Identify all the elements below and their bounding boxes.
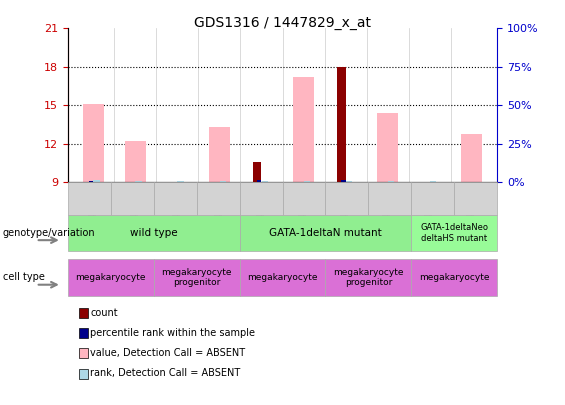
Bar — [220, 181, 226, 182]
Text: GATA-1deltaNeo
deltaHS mutant: GATA-1deltaNeo deltaHS mutant — [420, 223, 488, 243]
Text: value, Detection Call = ABSENT: value, Detection Call = ABSENT — [90, 348, 246, 358]
Text: rank, Detection Call = ABSENT: rank, Detection Call = ABSENT — [90, 369, 241, 378]
Bar — [377, 113, 398, 182]
Bar — [177, 181, 184, 182]
Text: GATA-1deltaN mutant: GATA-1deltaN mutant — [269, 228, 382, 238]
Bar — [337, 67, 346, 182]
Bar — [209, 127, 230, 182]
Bar — [257, 180, 262, 182]
Bar — [388, 181, 394, 182]
Bar — [136, 181, 142, 182]
Text: megakaryocyte: megakaryocyte — [247, 273, 318, 282]
Bar — [346, 181, 352, 182]
Bar — [89, 181, 93, 182]
Bar — [304, 181, 310, 182]
Bar — [125, 141, 146, 182]
Bar — [341, 180, 346, 182]
Bar — [293, 77, 314, 182]
Text: genotype/variation: genotype/variation — [3, 228, 95, 238]
Text: wild type: wild type — [130, 228, 177, 238]
Text: count: count — [90, 308, 118, 318]
Bar — [93, 180, 99, 182]
Bar — [82, 104, 103, 182]
Text: megakaryocyte
progenitor: megakaryocyte progenitor — [162, 268, 232, 287]
Text: megakaryocyte
progenitor: megakaryocyte progenitor — [333, 268, 403, 287]
Text: megakaryocyte: megakaryocyte — [76, 273, 146, 282]
Text: percentile rank within the sample: percentile rank within the sample — [90, 328, 255, 338]
Bar — [262, 181, 268, 182]
Bar — [430, 181, 436, 182]
Text: megakaryocyte: megakaryocyte — [419, 273, 489, 282]
Bar — [253, 162, 262, 182]
Bar — [462, 134, 483, 182]
Text: GDS1316 / 1447829_x_at: GDS1316 / 1447829_x_at — [194, 16, 371, 30]
Text: cell type: cell type — [3, 273, 45, 282]
